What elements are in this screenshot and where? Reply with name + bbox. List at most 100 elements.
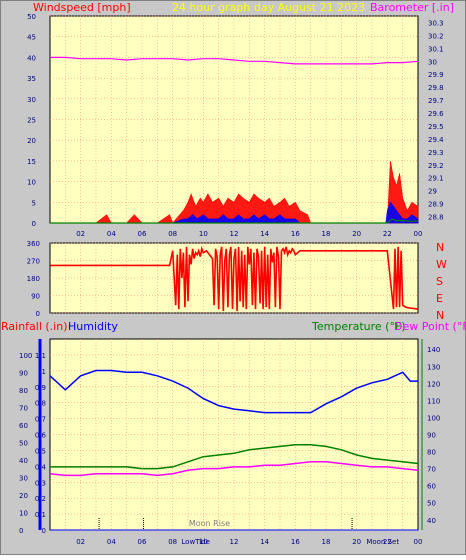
barometer-tick-label: 30.1 (428, 45, 444, 53)
barometer-axis-label: Barometer [.in] (370, 1, 454, 14)
humidity-axis-label: Humidity (68, 320, 118, 333)
wind-panel-x-tick-label: 20 (352, 230, 361, 238)
barometer-tick-label: 29.4 (428, 136, 444, 144)
temperature-tick-label: 60 (427, 483, 436, 491)
compass-label: N (436, 241, 444, 254)
climate-panel-x-tick-label: 02 (76, 538, 85, 546)
humidity-tick-label: 30 (19, 474, 28, 482)
direction-tick-label: 90 (31, 293, 40, 301)
humidity-tick-label: 80 (19, 387, 28, 395)
climate-panel-x-tick-label: 08 (168, 538, 177, 546)
windspeed-tick-label: 20 (27, 137, 36, 145)
barometer-tick-label: 29.5 (428, 123, 444, 131)
windspeed-tick-label: 10 (27, 179, 36, 187)
dewpoint-series (49, 461, 419, 477)
dewpoint-axis-label: Dew Point (°F) (394, 320, 466, 333)
moon-rise-label: Moon Rise (189, 519, 230, 528)
humidity-tick-label: 70 (19, 404, 28, 412)
barometer-tick-label: 29.6 (428, 110, 444, 118)
humidity-tick-label: 10 (19, 509, 28, 517)
climate-panel-x-tick-label: 20 (352, 538, 361, 546)
compass-label: W (436, 258, 447, 271)
windspeed-tick-label: 45 (27, 34, 36, 42)
wind-panel-x-tick-label: 22 (383, 230, 392, 238)
humidity-tick-label: 20 (19, 492, 28, 500)
temperature-tick-label: 70 (427, 466, 436, 474)
humidity-tick-label: 0 (19, 527, 23, 535)
barometer-tick-label: 29.3 (428, 149, 444, 157)
wind-panel-x-tick-label: 12 (230, 230, 239, 238)
barometer-tick-label: 29.7 (428, 97, 444, 105)
humidity-tick-label: 60 (19, 422, 28, 430)
humidity-tick-label: 90 (19, 369, 28, 377)
windspeed-tick-label: 50 (27, 13, 36, 21)
climate-panel-x-tick-label: 00 (414, 538, 423, 546)
wind-panel-x-tick-label: 04 (107, 230, 116, 238)
barometer-tick-label: 28.9 (428, 201, 444, 209)
windspeed-tick-label: 0 (32, 220, 36, 228)
rainfall-tick-label: 0 (42, 527, 46, 535)
climate-panel-x-tick-label: 18 (322, 538, 331, 546)
temperature-tick-label: 50 (427, 500, 436, 508)
wind-panel-x-tick-label: 06 (138, 230, 147, 238)
climate-panel-x-tick-label: 16 (291, 538, 300, 546)
windspeed-tick-label: 15 (27, 158, 36, 166)
barometer-tick-label: 29.1 (428, 175, 444, 183)
climate-panel-x-tick-label: 14 (260, 538, 269, 546)
humidity-tick-label: 100 (19, 352, 32, 360)
temperature-tick-label: 100 (427, 414, 440, 422)
barometer-tick-label: 30.2 (428, 32, 444, 40)
wind-panel-x-tick-label: 14 (260, 230, 269, 238)
temperature-axis-label: Temperature (°F) (311, 320, 406, 333)
compass-label: N (436, 309, 444, 322)
temperature-tick-label: 140 (427, 346, 440, 354)
barometer-series (50, 56, 419, 65)
wind-panel-x-tick-label: 18 (322, 230, 331, 238)
barometer-tick-label: 30.3 (428, 19, 444, 27)
low-tide-label: LowTide (181, 538, 210, 546)
compass-label: E (436, 292, 443, 305)
temperature-tick-label: 120 (427, 380, 440, 388)
barometer-tick-label: 29.8 (428, 84, 444, 92)
temperature-tick-label: 40 (427, 517, 436, 525)
windspeed-tick-label: 40 (27, 54, 36, 62)
climate-panel-x-tick-label: 10 (199, 538, 208, 546)
direction-tick-label: 0 (36, 310, 40, 318)
barometer-tick-label: 29.2 (428, 162, 444, 170)
humidity-tick-label: 40 (19, 457, 28, 465)
windspeed-tick-label: 35 (27, 75, 36, 83)
wind-direction-series (50, 245, 419, 312)
barometer-tick-label: 28.8 (428, 214, 444, 222)
direction-tick-label: 180 (27, 275, 40, 283)
wind-panel-x-tick-label: 00 (414, 230, 423, 238)
windspeed-tick-label: 30 (27, 96, 36, 104)
wind-panel-x-tick-label: 10 (199, 230, 208, 238)
windspeed-tick-label: 5 (32, 199, 36, 207)
barometer-tick-label: 30 (428, 58, 437, 66)
barometer-tick-label: 29 (428, 188, 437, 196)
temperature-tick-label: 110 (427, 397, 440, 405)
wind-panel-x-tick-label: 02 (76, 230, 85, 238)
climate-panel-x-tick-label: 04 (107, 538, 116, 546)
wind-average-series (50, 201, 419, 224)
barometer-tick-label: 29.9 (428, 71, 444, 79)
temperature-tick-label: 90 (427, 432, 436, 440)
climate-panel-x-tick-label: 12 (230, 538, 239, 546)
wind-panel-x-tick-label: 08 (168, 230, 177, 238)
humidity-series (49, 369, 418, 414)
rainfall-axis-label: Rainfall (.in) (1, 320, 68, 333)
moon-set-label: Moon Set (366, 538, 399, 546)
wind-panel-x-tick-label: 16 (291, 230, 300, 238)
windspeed-tick-label: 25 (27, 117, 36, 125)
windspeed-axis-label: Windspeed [mph] (33, 1, 131, 14)
humidity-tick-label: 50 (19, 439, 28, 447)
direction-tick-label: 270 (27, 258, 40, 266)
temperature-tick-label: 130 (427, 363, 440, 371)
wind-sustained-series (50, 218, 419, 224)
direction-tick-label: 360 (27, 240, 40, 248)
date-title: 24 hour graph day August 21 2023 (172, 1, 365, 14)
temperature-tick-label: 80 (427, 449, 436, 457)
climate-panel-x-tick-label: 06 (138, 538, 147, 546)
